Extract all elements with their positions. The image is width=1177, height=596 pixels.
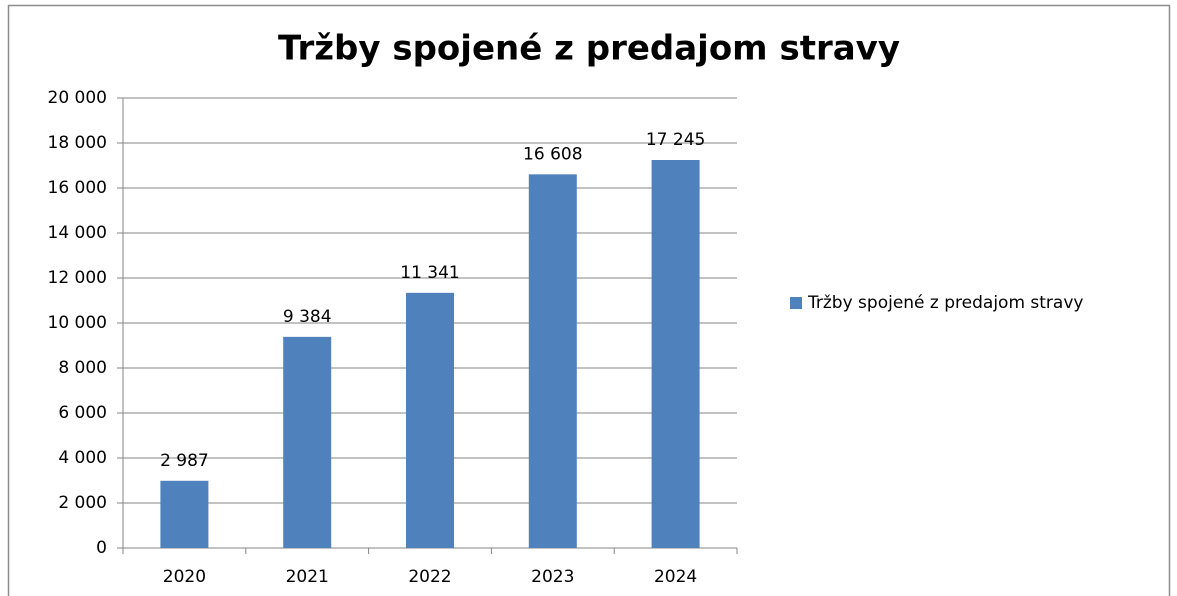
data-label: 16 608 [523, 144, 582, 164]
y-tick-label: 6 000 [58, 403, 107, 423]
x-tick-label: 2022 [408, 567, 451, 587]
data-label: 9 384 [283, 307, 332, 327]
y-tick-label: 12 000 [48, 268, 107, 288]
y-tick-label: 2 000 [58, 493, 107, 513]
y-tick-label: 8 000 [58, 358, 107, 378]
legend-label: Tržby spojené z predajom stravy [807, 293, 1083, 313]
y-tick-label: 16 000 [48, 178, 107, 198]
x-tick-label: 2024 [654, 567, 697, 587]
y-tick-label: 4 000 [58, 448, 107, 468]
x-tick-label: 2020 [163, 567, 206, 587]
bar [283, 336, 332, 548]
x-tick-label: 2021 [286, 567, 329, 587]
bar [528, 174, 577, 548]
data-label: 11 341 [400, 263, 459, 283]
data-label: 17 245 [646, 130, 705, 150]
y-tick-label: 0 [96, 538, 107, 558]
y-tick-label: 20 000 [48, 88, 107, 108]
data-label: 2 987 [160, 451, 209, 471]
x-tick-label: 2023 [531, 567, 574, 587]
bar [160, 480, 209, 548]
y-tick-label: 10 000 [48, 313, 107, 333]
bar [406, 292, 454, 548]
chart-title: Tržby spojené z predajom stravy [278, 29, 900, 69]
legend-swatch [790, 297, 802, 309]
chart-frame [7, 4, 1171, 596]
y-tick-label: 18 000 [48, 133, 107, 153]
y-tick-label: 14 000 [48, 223, 107, 243]
bar [651, 159, 700, 549]
